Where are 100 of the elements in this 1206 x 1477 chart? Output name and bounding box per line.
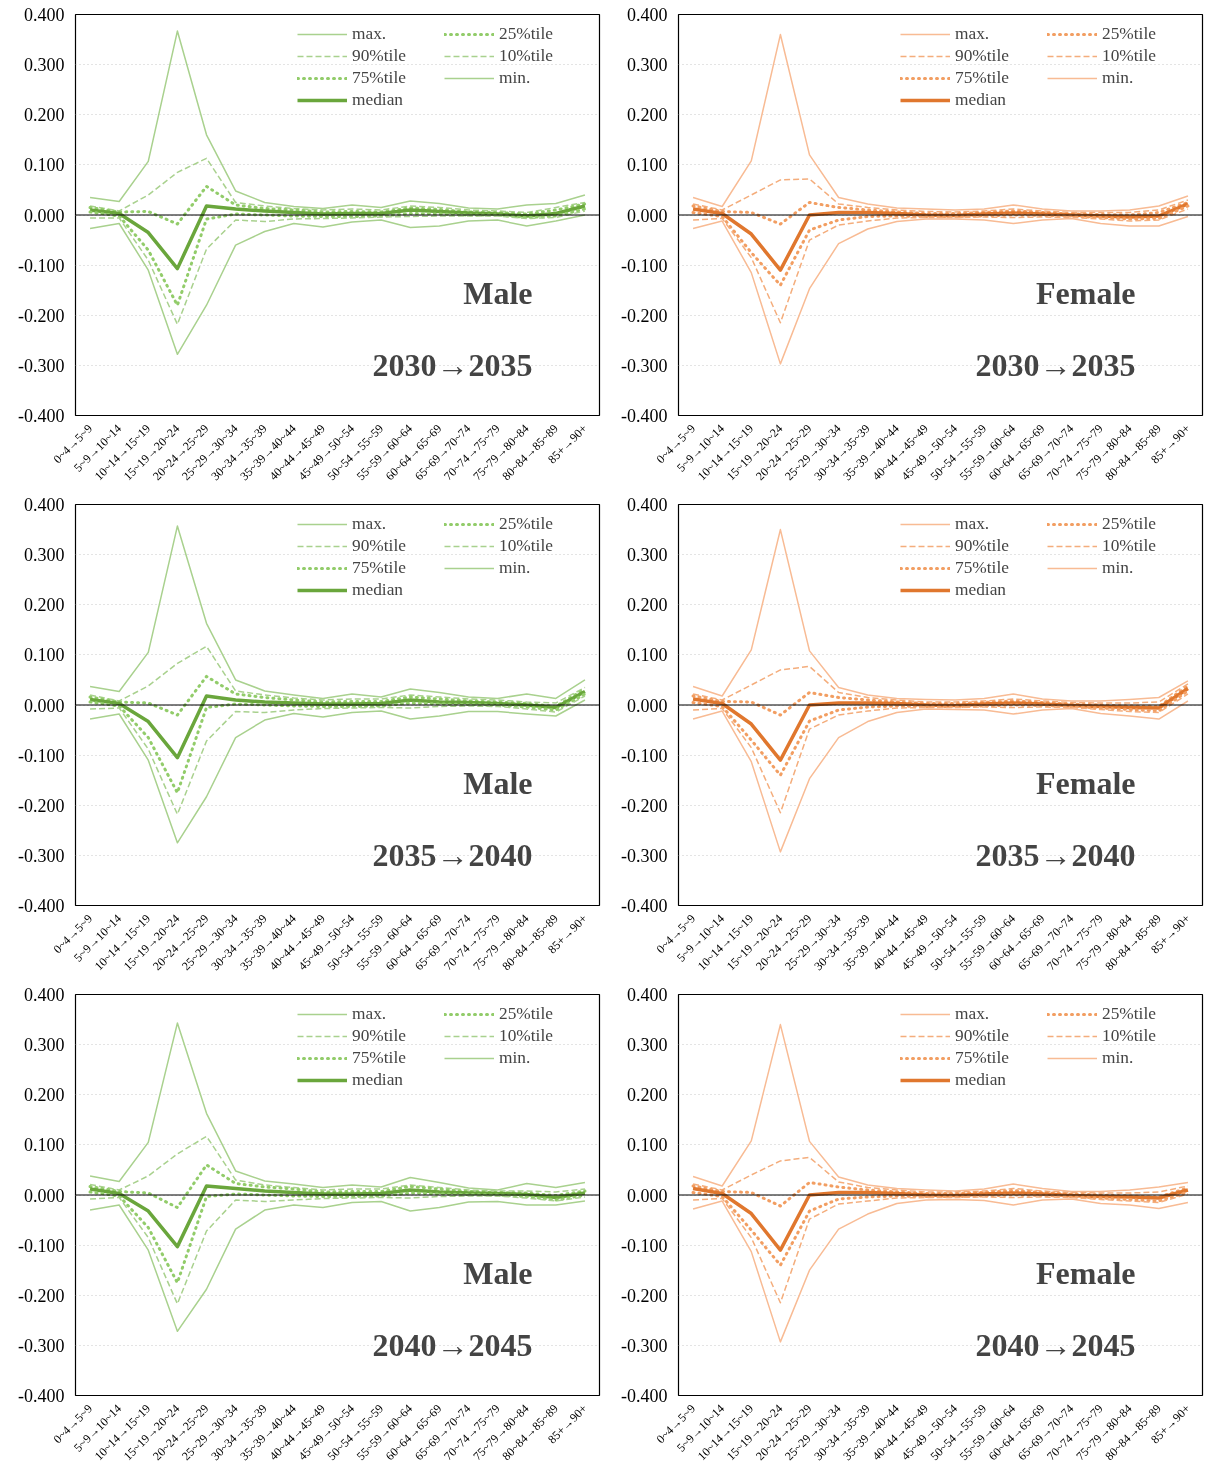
- y-tick-label: 0.000: [24, 1185, 65, 1206]
- legend-label: 75%tile: [955, 558, 1010, 578]
- y-tick-label: 0.000: [24, 695, 65, 716]
- y-tick-label: -0.300: [621, 355, 668, 376]
- y-tick-label: 0.000: [24, 205, 65, 226]
- legend-label: 75%tile: [352, 68, 407, 88]
- legend-label: 90%tile: [955, 536, 1010, 556]
- legend-label: 90%tile: [955, 1026, 1010, 1046]
- y-tick-label: 0.100: [627, 155, 668, 176]
- legend-label: max.: [352, 24, 388, 44]
- legend-label: 75%tile: [955, 1048, 1010, 1068]
- y-tick-label: 0.400: [24, 5, 65, 25]
- text: 2030→2035: [975, 347, 1136, 384]
- legend-label: max.: [955, 1004, 991, 1024]
- legend-label: 25%tile: [1102, 514, 1157, 534]
- y-tick-label: -0.200: [18, 1285, 65, 1306]
- y-tick-label: -0.100: [18, 1235, 65, 1256]
- y-tick-label: 0.300: [627, 1035, 668, 1056]
- legend-label: min.: [499, 68, 532, 88]
- y-tick-label: -0.200: [621, 1285, 668, 1306]
- y-tick-label: 0.300: [24, 545, 65, 566]
- text: Male: [463, 765, 533, 802]
- y-tick-label: -0.400: [18, 1386, 65, 1406]
- legend-label: max.: [955, 514, 991, 534]
- legend-label: 10%tile: [1102, 536, 1157, 556]
- legend-label: 25%tile: [499, 24, 554, 44]
- y-tick-label: 0.400: [24, 985, 65, 1005]
- y-tick-label: 0.200: [24, 1085, 65, 1106]
- legend-label: 75%tile: [352, 558, 407, 578]
- legend-label: 25%tile: [1102, 24, 1157, 44]
- legend-label: 90%tile: [955, 46, 1010, 66]
- text: Female: [1036, 1255, 1136, 1292]
- y-tick-label: 0.100: [627, 1135, 668, 1156]
- legend-label: 90%tile: [352, 1026, 407, 1046]
- legend-label: median: [352, 580, 404, 600]
- y-tick-label: 0.200: [24, 595, 65, 616]
- legend-label: median: [352, 90, 404, 110]
- y-tick-label: 0.000: [627, 1185, 668, 1206]
- legend-label: min.: [1102, 68, 1135, 88]
- y-tick-label: -0.400: [621, 406, 668, 426]
- legend-label: min.: [499, 558, 532, 578]
- legend-label: 10%tile: [499, 536, 554, 556]
- y-tick-label: 0.200: [627, 595, 668, 616]
- legend-label: min.: [1102, 558, 1135, 578]
- legend-label: 25%tile: [499, 1004, 554, 1024]
- legend-label: median: [955, 1070, 1007, 1090]
- text: 2035→2040: [372, 837, 533, 874]
- legend-label: median: [352, 1070, 404, 1090]
- y-tick-label: -0.100: [621, 255, 668, 276]
- y-tick-label: -0.100: [621, 745, 668, 766]
- text: 2035→2040: [975, 837, 1136, 874]
- legend-label: median: [955, 90, 1007, 110]
- y-tick-label: -0.100: [18, 745, 65, 766]
- legend-label: min.: [1102, 1048, 1135, 1068]
- y-tick-label: -0.200: [18, 795, 65, 816]
- y-tick-label: 0.200: [627, 105, 668, 126]
- legend-label: 10%tile: [1102, 1026, 1157, 1046]
- y-tick-label: -0.300: [18, 355, 65, 376]
- y-tick-label: 0.400: [627, 985, 668, 1005]
- y-tick-label: -0.400: [18, 896, 65, 916]
- y-tick-label: 0.100: [24, 645, 65, 666]
- legend-label: 25%tile: [499, 514, 554, 534]
- y-tick-label: 0.300: [627, 545, 668, 566]
- legend-label: 75%tile: [352, 1048, 407, 1068]
- y-tick-label: -0.300: [18, 845, 65, 866]
- y-tick-label: 0.400: [627, 5, 668, 25]
- legend-label: 90%tile: [352, 536, 407, 556]
- legend-label: 25%tile: [1102, 1004, 1157, 1024]
- legend-label: max.: [352, 1004, 388, 1024]
- text: Female: [1036, 765, 1136, 802]
- legend-label: 10%tile: [499, 46, 554, 66]
- legend-label: median: [955, 580, 1007, 600]
- text: Male: [463, 1255, 533, 1292]
- y-tick-label: 0.200: [627, 1085, 668, 1106]
- legend-label: 10%tile: [499, 1026, 554, 1046]
- legend-label: max.: [955, 24, 991, 44]
- legend-label: 90%tile: [352, 46, 407, 66]
- y-tick-label: -0.100: [621, 1235, 668, 1256]
- y-tick-label: -0.400: [621, 1386, 668, 1406]
- y-tick-label: 0.400: [627, 495, 668, 515]
- y-tick-label: -0.100: [18, 255, 65, 276]
- y-tick-label: -0.200: [621, 305, 668, 326]
- y-tick-label: 0.100: [24, 1135, 65, 1156]
- y-tick-label: -0.300: [621, 1335, 668, 1356]
- y-tick-label: 0.300: [24, 55, 65, 76]
- y-tick-label: 0.200: [24, 105, 65, 126]
- y-tick-label: -0.400: [621, 896, 668, 916]
- text: 2030→2035: [372, 347, 533, 384]
- text: 2040→2045: [372, 1327, 533, 1364]
- y-tick-label: 0.300: [24, 1035, 65, 1056]
- text: Female: [1036, 275, 1136, 312]
- y-tick-label: -0.400: [18, 406, 65, 426]
- y-tick-label: 0.400: [24, 495, 65, 515]
- y-tick-label: -0.300: [18, 1335, 65, 1356]
- legend-label: 75%tile: [955, 68, 1010, 88]
- y-tick-label: -0.200: [18, 305, 65, 326]
- y-tick-label: 0.000: [627, 205, 668, 226]
- y-tick-label: 0.300: [627, 55, 668, 76]
- legend-label: max.: [352, 514, 388, 534]
- y-tick-label: -0.300: [621, 845, 668, 866]
